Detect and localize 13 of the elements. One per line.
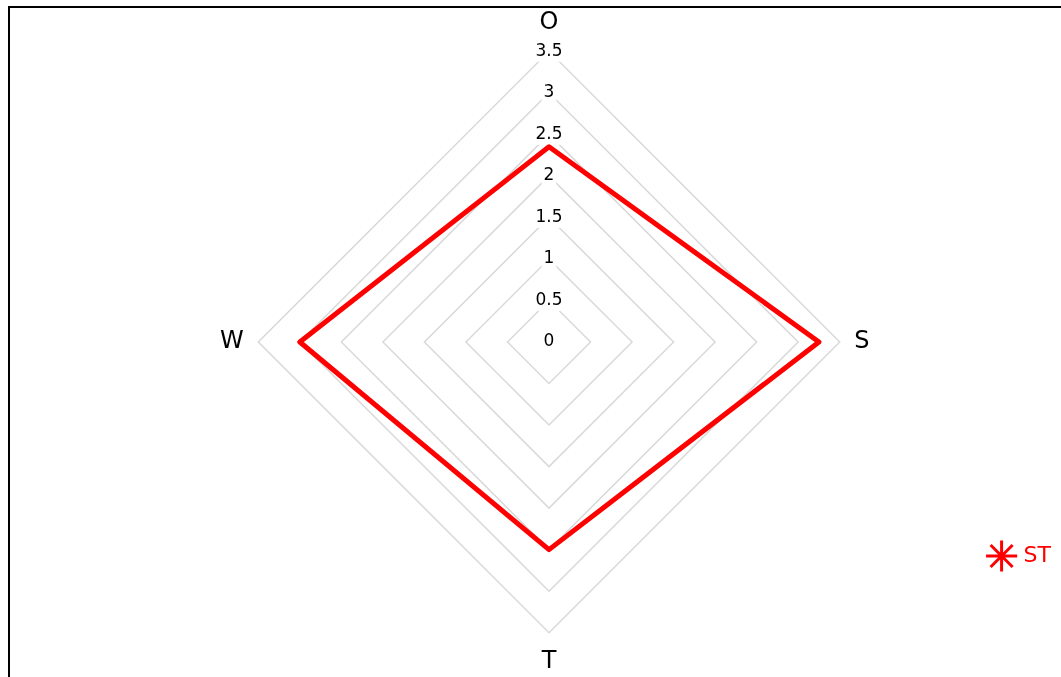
spoke-label: S xyxy=(854,326,870,355)
y-tick-label: 1 xyxy=(543,247,555,268)
spoke-label: T xyxy=(540,645,557,674)
y-tick-label: 2.5 xyxy=(535,122,563,143)
y-tick-label: 2 xyxy=(543,164,555,185)
y-tick-label: 3 xyxy=(543,81,555,102)
y-tick-label: 1.5 xyxy=(535,205,563,226)
y-tick-label: 3.5 xyxy=(535,39,563,60)
spoke-label: W xyxy=(220,326,244,355)
legend-label: ST xyxy=(1023,541,1052,567)
y-tick-label: 0 xyxy=(543,330,555,351)
y-tick-label: 0.5 xyxy=(535,288,563,309)
spoke-label: O xyxy=(539,6,559,35)
